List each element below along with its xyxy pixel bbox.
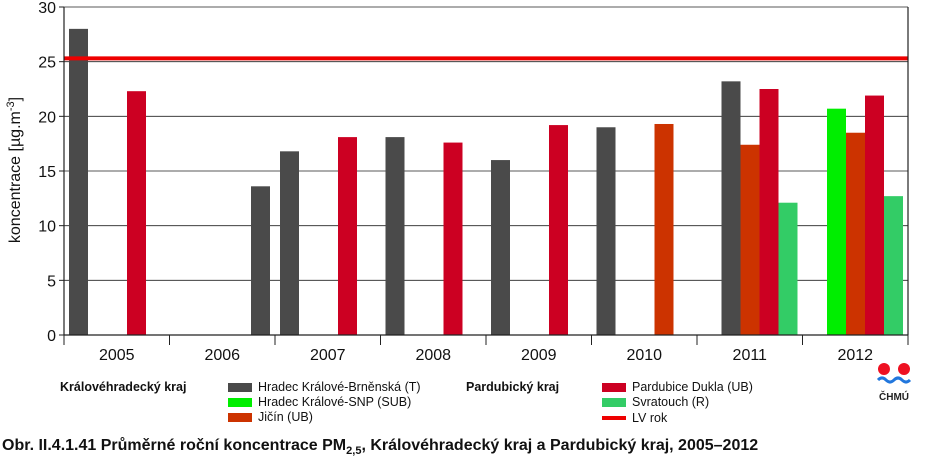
bar-2007-series-0 — [280, 151, 299, 335]
bar-chart: 0 5 10 15 20 25 30 2005 2006 2007 2008 2009 2010 201… — [5, 0, 909, 364]
legend-label-pardubice-dukla: Pardubice Dukla (UB) — [632, 380, 753, 394]
legend-item-lv-rok: LV rok — [602, 411, 667, 425]
legend-region-hradec: Královéhradecký kraj — [60, 380, 187, 394]
bar-2008-series-3 — [443, 142, 463, 335]
bar-2009-series-0 — [491, 160, 510, 335]
y-tick-label-30: 30 — [38, 0, 56, 17]
chmu-logo: ČHMÚ — [876, 363, 912, 403]
bar-2012-series-3 — [865, 95, 884, 335]
bar-2011-series-3 — [759, 89, 779, 335]
bar-2012-series-1 — [827, 108, 846, 336]
x-tick-label-2010: 2010 — [626, 347, 662, 364]
bar-2012-series-2 — [846, 132, 865, 335]
x-tick-label-2009: 2009 — [521, 347, 557, 364]
legend-region-pardubice: Pardubický kraj — [466, 380, 560, 394]
y-tick-label-0: 0 — [47, 328, 56, 345]
bar-2011-series-2 — [740, 144, 760, 335]
legend-item-pardubice-dukla: Pardubice Dukla (UB) — [602, 380, 753, 394]
legend-item-hk-brnenska: Hradec Králové-Brněnská (T) — [228, 380, 421, 394]
legend-swatch-pardubice-dukla — [602, 382, 626, 392]
x-tick-label-2011: 2011 — [733, 347, 768, 364]
legend-label-hk-brnenska: Hradec Králové-Brněnská (T) — [258, 380, 421, 394]
x-tick-label-2012: 2012 — [837, 347, 873, 364]
legend-label-jicin: Jičín (UB) — [258, 410, 313, 424]
logo-text: ČHMÚ — [879, 390, 909, 403]
legend-item-jicin: Jičín (UB) — [228, 410, 313, 424]
bar-2012-series-4 — [884, 196, 903, 335]
logo-wave — [876, 376, 912, 384]
bar-2005-series-3 — [127, 91, 146, 335]
bar-2011-series-4 — [778, 202, 798, 335]
bar-2008-series-0 — [385, 137, 405, 335]
y-axis-label: koncentrace [µg.m-3] — [5, 97, 24, 243]
bars — [69, 28, 903, 336]
logo-circle-right — [898, 363, 910, 375]
legend-swatch-svratouch — [602, 397, 626, 407]
y-tick-label-15: 15 — [38, 164, 56, 181]
y-tick-labels: 0 5 10 15 20 25 30 — [38, 0, 64, 345]
logo-circle-left — [878, 363, 890, 375]
bar-2005-series-0 — [69, 28, 88, 335]
bar-2011-series-0 — [721, 81, 741, 335]
bar-2006-series-0 — [251, 186, 270, 335]
legend-label-lv-rok: LV rok — [632, 411, 668, 425]
legend-swatch-lv-rok — [602, 416, 626, 420]
x-tick-labels: 2005 2006 2007 2008 2009 2010 2011 2012 — [99, 347, 873, 364]
legend-label-hk-snp: Hradec Králové-SNP (SUB) — [258, 395, 412, 409]
y-tick-label-5: 5 — [47, 273, 56, 290]
legend-item-hk-snp: Hradec Králové-SNP (SUB) — [228, 395, 411, 409]
bar-2010-series-2 — [654, 123, 674, 335]
y-tick-label-25: 25 — [38, 55, 56, 72]
bar-2010-series-0 — [596, 127, 616, 336]
legend-swatch-hk-brnenska — [228, 382, 252, 392]
legend-swatch-hk-snp — [228, 397, 252, 407]
y-tick-label-10: 10 — [38, 219, 56, 236]
x-tick-label-2007: 2007 — [310, 347, 346, 364]
caption-suffix: , Královéhradecký kraj a Pardubický kraj… — [361, 437, 759, 454]
caption-prefix: Obr. II.4.1.41 Průměrné roční koncentrac… — [2, 437, 347, 454]
bar-2009-series-3 — [549, 125, 568, 335]
x-tick-label-2006: 2006 — [204, 347, 240, 364]
legend-item-svratouch: Svratouch (R) — [602, 395, 709, 409]
legend: Královéhradecký kraj Hradec Králové-Brně… — [0, 378, 950, 428]
figure-caption: Obr. II.4.1.41 Průměrné roční koncentrac… — [2, 437, 758, 457]
x-tick-label-2008: 2008 — [415, 347, 451, 364]
legend-swatch-jicin — [228, 412, 252, 422]
caption-subscript: 2,5 — [346, 445, 362, 458]
bar-2007-series-3 — [338, 137, 357, 335]
legend-label-svratouch: Svratouch (R) — [632, 395, 710, 409]
x-tick-label-2005: 2005 — [99, 347, 135, 364]
y-tick-label-20: 20 — [38, 109, 56, 126]
